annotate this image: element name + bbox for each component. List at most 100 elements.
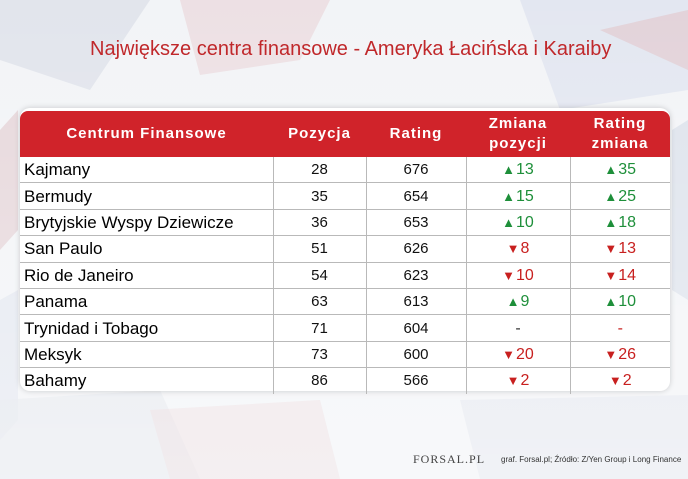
cell-center-name: Brytyjskie Wyspy Dziewicze [20,209,274,237]
change-value: 20 [516,345,534,363]
col-header-center: Centrum Finansowe [20,111,273,157]
arrow-up-icon: ▲ [604,188,618,204]
source-note: graf. Forsal.pl; Źródło: Z/Yen Group i L… [501,455,682,464]
cell-rating-change: ▼2 [570,368,670,394]
table-row: Bermudy 35 654 ▲15 ▲25 [20,182,670,210]
cell-position: 71 [273,314,367,342]
change-value: 2 [622,372,632,390]
col-header-rating: Rating [366,111,466,157]
cell-position-change: ▼20 [466,341,571,369]
cell-position: 86 [273,367,367,394]
change-value: 8 [520,240,530,258]
change-value: 18 [618,213,637,231]
cell-rating-change: ▲35 [570,157,670,184]
cell-center-name: Trynidad i Tobago [20,314,274,342]
change-value: 10 [516,266,534,284]
cell-rating: 613 [366,288,467,316]
table-row: Meksyk 73 600 ▼20 ▼26 [20,341,670,369]
arrow-up-icon: ▲ [502,162,516,178]
arrow-up-icon: ▲ [502,188,516,204]
cell-rating-change: ▼14 [570,262,670,289]
cell-position-change: ▲13 [466,157,571,184]
table-row: Brytyjskie Wyspy Dziewicze 36 653 ▲10 ▲18 [20,209,670,237]
cell-position-change: ▼2 [466,367,571,394]
arrow-down-icon: ▼ [604,241,618,257]
table-row: Panama 63 613 ▲9 ▲10 [20,288,670,316]
arrow-down-icon: ▼ [506,373,520,389]
arrow-down-icon: ▼ [502,267,516,283]
arrow-down-icon: ▼ [506,241,520,257]
cell-position-change: ▼10 [466,262,571,289]
cell-rating-change: ▲10 [570,288,670,316]
change-value: 14 [618,266,637,284]
change-value: 35 [618,161,637,179]
cell-center-name: Bahamy [20,367,274,394]
cell-rating: 653 [366,209,467,237]
arrow-down-icon: ▼ [608,373,622,389]
cell-position-change: ▲15 [466,182,571,210]
forsal-logo: FORSAL.PL [413,452,486,466]
col-header-rating-change: Rating zmiana [570,111,670,157]
table-row: Bahamy 86 566 ▼2 ▼2 [20,367,670,394]
cell-position: 28 [273,157,367,184]
cell-position: 54 [273,262,367,289]
cell-position-change: ▲9 [466,288,571,316]
table-row: Trynidad i Tobago 71 604 - - [20,314,670,342]
cell-rating-change: ▼26 [570,341,670,369]
cell-rating: 623 [366,262,467,289]
change-value: 2 [520,372,530,390]
cell-rating: 654 [366,182,467,210]
cell-position: 63 [273,288,367,316]
cell-position-change: - [466,314,571,342]
change-value: 9 [520,293,530,311]
arrow-up-icon: ▲ [604,294,618,310]
change-value: 13 [618,240,637,258]
table-row: San Paulo 51 626 ▼8 ▼13 [20,235,670,263]
financial-centers-table: Centrum Finansowe Pozycja Rating Zmiana … [20,111,670,394]
arrow-up-icon: ▲ [604,214,618,230]
change-value: - [515,319,521,337]
arrow-down-icon: ▼ [502,346,516,362]
cell-rating-change: ▲18 [570,209,670,237]
cell-position-change: ▲10 [466,209,571,237]
col-header-position-change: Zmiana pozycji [466,111,570,157]
change-value: 15 [516,187,534,205]
cell-position-change: ▼8 [466,235,571,263]
arrow-up-icon: ▲ [604,162,618,178]
table-row: Kajmany 28 676 ▲13 ▲35 [20,157,670,184]
cell-rating-change: - [570,314,670,342]
change-value: 13 [516,161,534,179]
cell-position: 36 [273,209,367,237]
cell-center-name: Kajmany [20,157,274,184]
cell-rating: 566 [366,367,467,394]
change-value: 25 [618,187,637,205]
cell-center-name: Panama [20,288,274,316]
cell-center-name: Bermudy [20,182,274,210]
table-header: Centrum Finansowe Pozycja Rating Zmiana … [20,111,670,157]
arrow-down-icon: ▼ [604,267,618,283]
table-row: Rio de Janeiro 54 623 ▼10 ▼14 [20,262,670,289]
cell-rating-change: ▼13 [570,235,670,263]
cell-position: 35 [273,182,367,210]
arrow-down-icon: ▼ [604,346,618,362]
footer: FORSAL.PL graf. Forsal.pl; Źródło: Z/Yen… [413,452,681,467]
cell-position: 73 [273,341,367,369]
col-header-position: Pozycja [273,111,366,157]
cell-rating-change: ▲25 [570,182,670,210]
cell-center-name: San Paulo [20,235,274,263]
change-value: - [617,319,623,337]
cell-position: 51 [273,235,367,263]
change-value: 26 [618,345,637,363]
change-value: 10 [516,213,534,231]
cell-rating: 604 [366,314,467,342]
cell-center-name: Meksyk [20,341,274,369]
arrow-up-icon: ▲ [506,294,520,310]
table-body: Kajmany 28 676 ▲13 ▲35 Bermudy 35 654 ▲15 ▲25 Bryt… [20,157,670,394]
cell-rating: 600 [366,341,467,369]
change-value: 10 [618,293,637,311]
cell-rating: 676 [366,157,467,184]
arrow-up-icon: ▲ [502,214,516,230]
cell-rating: 626 [366,235,467,263]
page-title: Największe centra finansowe - Ameryka Ła… [90,38,612,60]
cell-center-name: Rio de Janeiro [20,262,274,289]
